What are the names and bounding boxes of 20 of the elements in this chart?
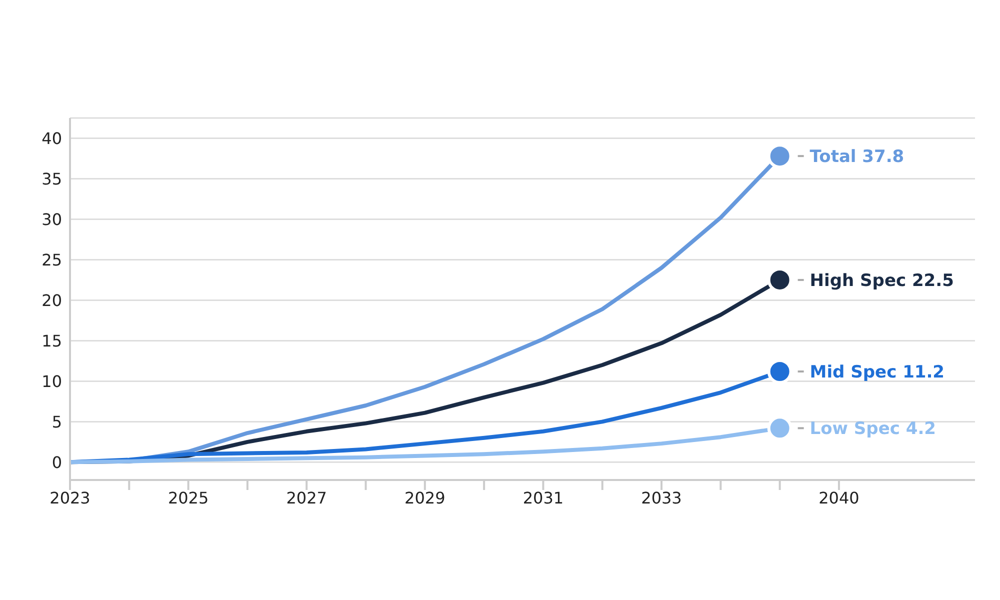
y-tick-label: 0 [52, 452, 62, 472]
y-tick-label: 15 [42, 331, 62, 350]
x-tick-label: 2023 [50, 488, 90, 508]
text: High Spec 22.5 [810, 270, 954, 291]
y-tick-label: 40 [42, 128, 62, 148]
x-tick-label: 2033 [641, 488, 682, 508]
text: Total 37.8 [810, 147, 904, 168]
x-tick-label: 2025 [168, 488, 209, 508]
y-tick-label: 25 [42, 250, 62, 270]
x-tick-label: 2029 [404, 488, 446, 508]
x-tick-label: 2031 [522, 488, 564, 508]
text: Low Spec 4.2 [810, 419, 936, 440]
x-tick-label: 2040 [818, 488, 860, 508]
y-tick-label: 20 [42, 290, 62, 310]
x-tick-label: 2027 [286, 488, 327, 508]
y-tick-label: 35 [42, 169, 62, 188]
text: Mid Spec 11.2 [810, 362, 945, 382]
y-tick-label: 5 [52, 412, 62, 432]
y-tick-label: 10 [42, 372, 62, 391]
y-tick-label: 30 [42, 210, 62, 229]
